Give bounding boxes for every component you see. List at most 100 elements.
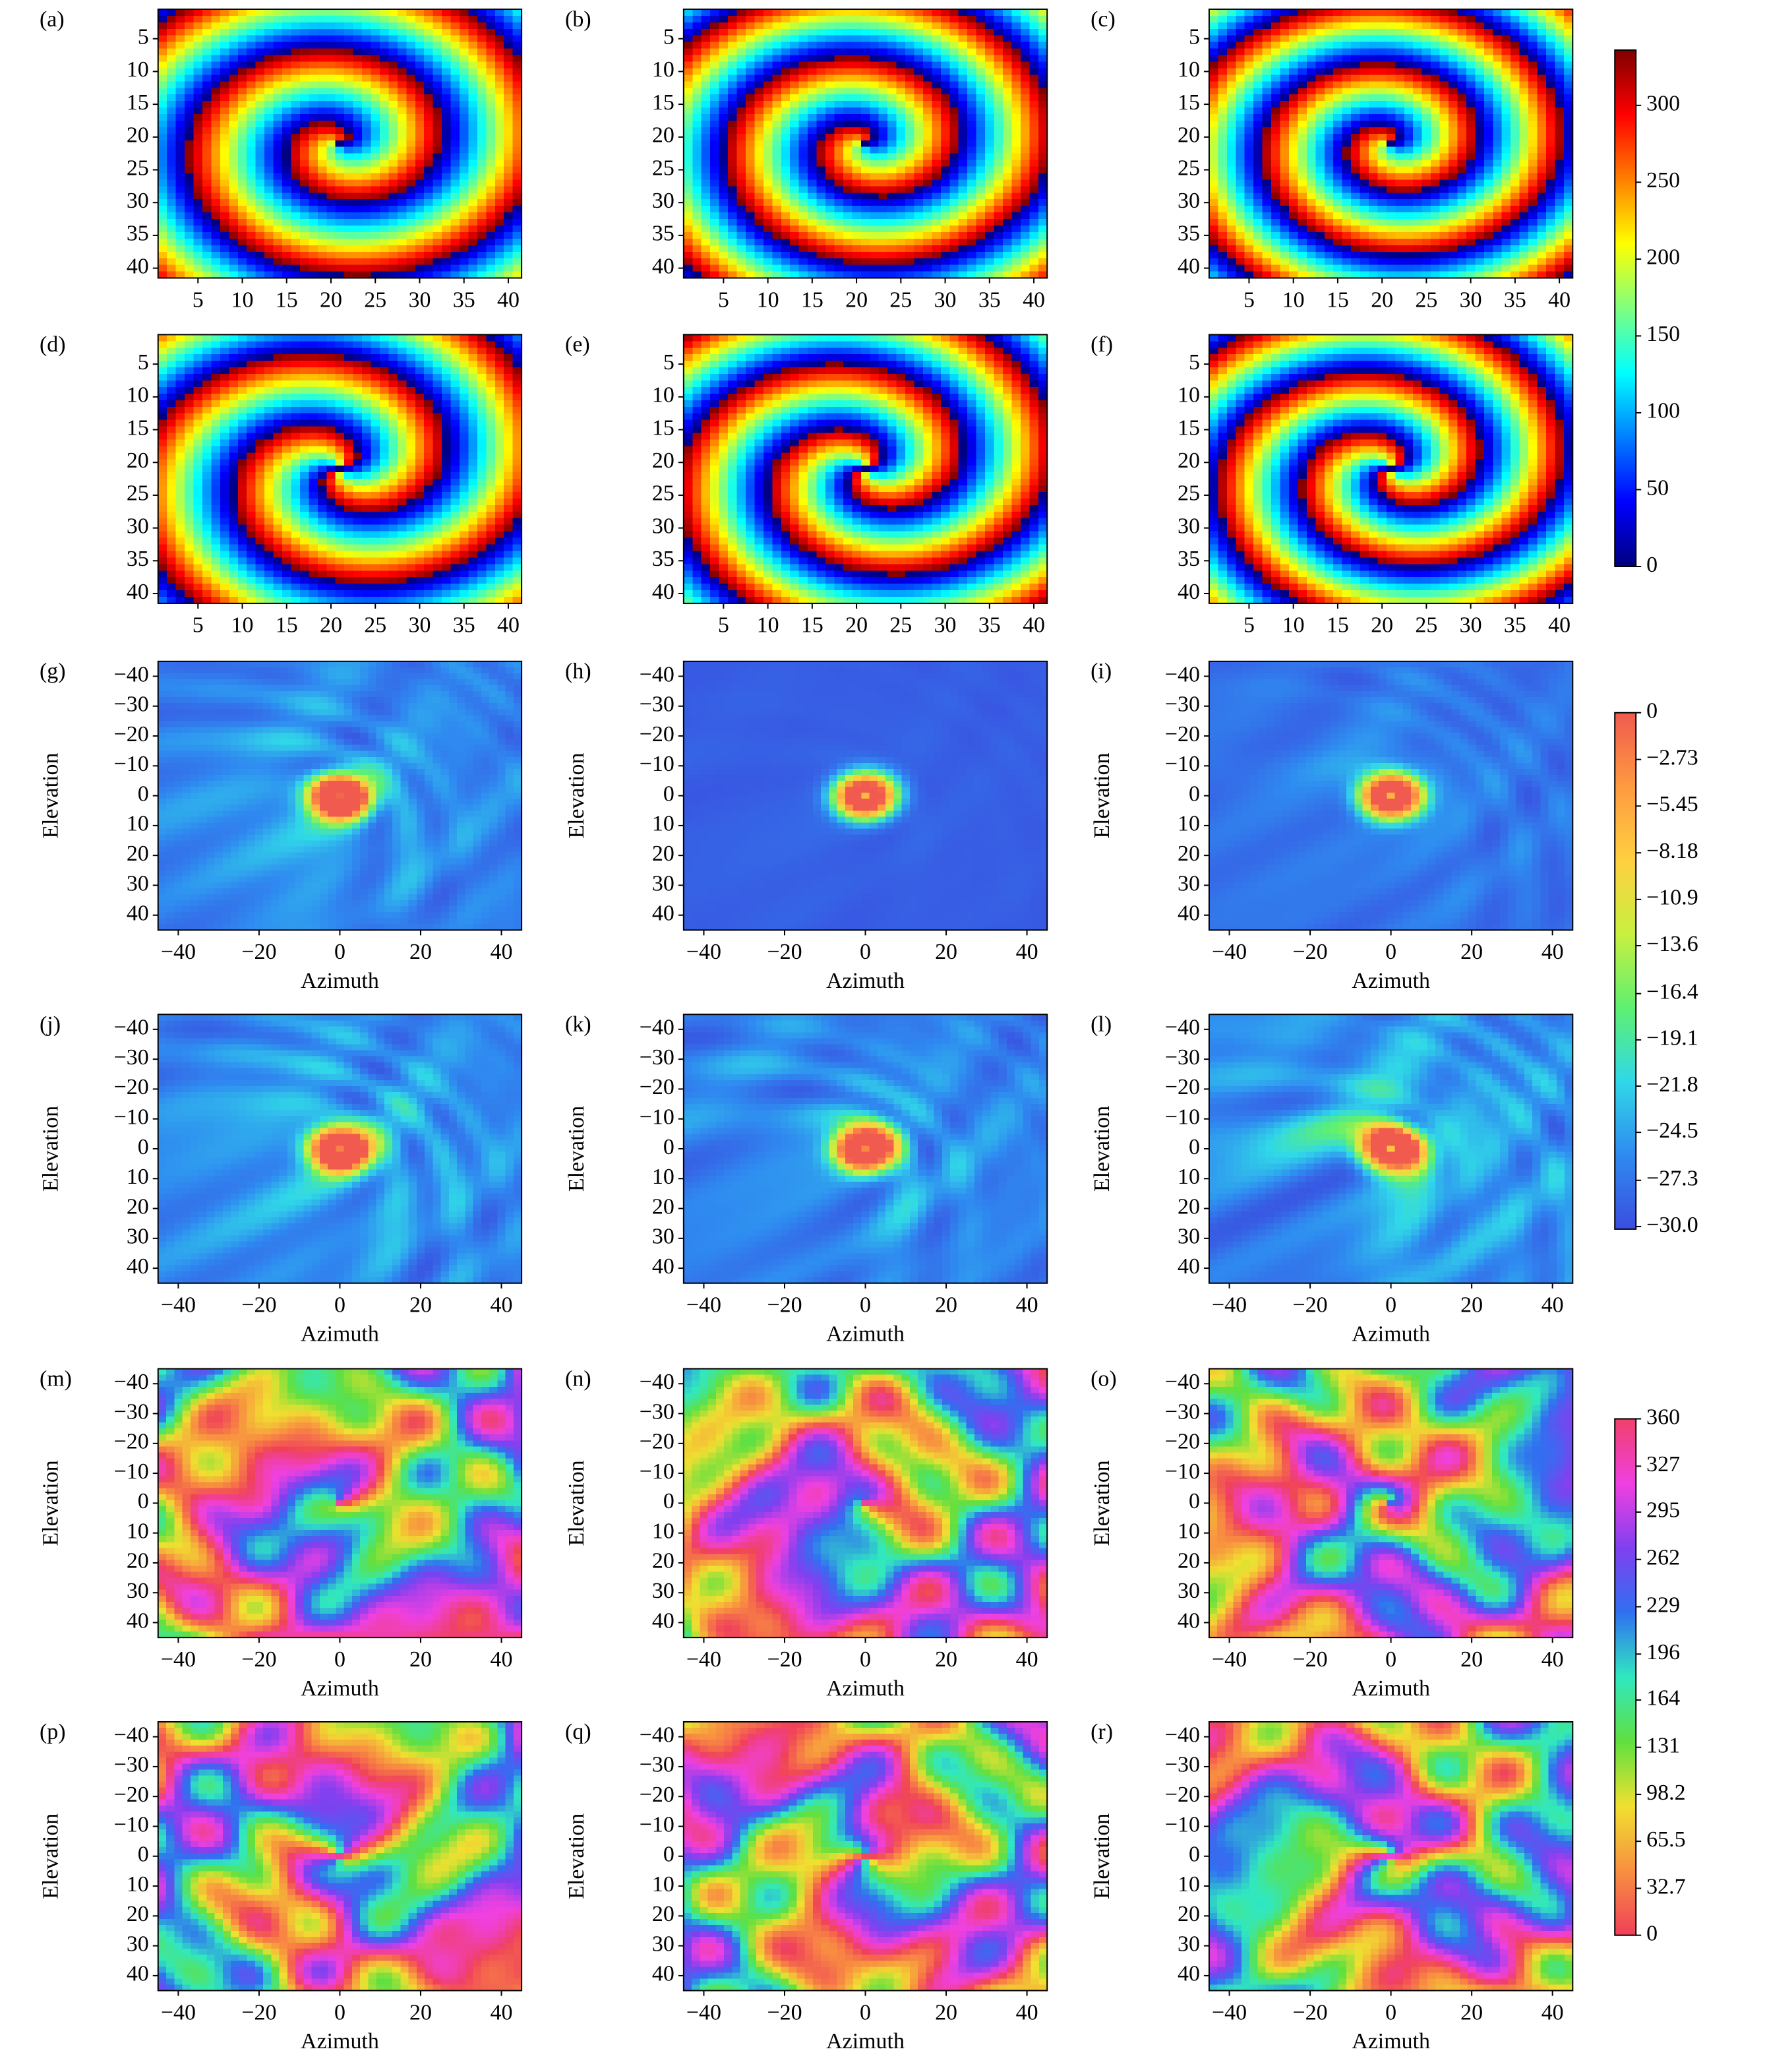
x-tick-label: 20 bbox=[1460, 1293, 1483, 1318]
y-tick-label: −30 bbox=[114, 692, 149, 717]
x-axis-label: Azimuth bbox=[1352, 969, 1430, 993]
x-tick-label: 40 bbox=[1023, 613, 1045, 638]
y-tick-label: −40 bbox=[640, 1370, 674, 1394]
x-tick-label: −20 bbox=[767, 940, 802, 964]
y-tick-label: 0 bbox=[663, 1489, 674, 1513]
x-tick-label: −40 bbox=[686, 1647, 721, 1672]
y-tick-label: 15 bbox=[652, 90, 674, 115]
y-tick-label: 35 bbox=[652, 222, 674, 246]
y-tick-label: 0 bbox=[663, 1135, 674, 1159]
x-tick-label: 0 bbox=[334, 940, 345, 964]
x-tick-label: 0 bbox=[334, 1293, 345, 1318]
y-tick-label: 20 bbox=[652, 841, 674, 866]
x-tick-label: 30 bbox=[408, 288, 431, 312]
x-tick-label: 35 bbox=[1504, 613, 1526, 638]
y-tick-label: 10 bbox=[1178, 1519, 1200, 1543]
y-tick-label: 40 bbox=[1178, 1962, 1200, 1986]
colorbar-tick-label: 100 bbox=[1646, 399, 1680, 423]
x-axis-label: Azimuth bbox=[301, 2029, 379, 2054]
y-tick-label: −10 bbox=[1165, 752, 1200, 776]
panel-label: (p) bbox=[40, 1720, 66, 1744]
y-tick-label: 25 bbox=[127, 481, 149, 506]
heatmap bbox=[1209, 1014, 1573, 1283]
y-tick-label: 0 bbox=[1189, 1135, 1200, 1159]
y-tick-label: 20 bbox=[1178, 1549, 1200, 1573]
y-tick-label: 25 bbox=[1178, 481, 1200, 506]
y-tick-label: 10 bbox=[127, 57, 149, 82]
y-tick-label: 40 bbox=[652, 580, 674, 604]
y-tick-label: 10 bbox=[127, 1519, 149, 1543]
x-axis-label: Azimuth bbox=[1352, 1676, 1430, 1701]
x-tick-label: 0 bbox=[860, 1293, 871, 1318]
colorbar-tick-label: −5.45 bbox=[1646, 792, 1698, 816]
y-tick-label: −20 bbox=[1165, 1075, 1200, 1099]
x-tick-label: 10 bbox=[1282, 613, 1305, 638]
x-tick-label: 15 bbox=[276, 613, 298, 638]
y-axis-label: Elevation bbox=[564, 753, 589, 839]
x-tick-label: 40 bbox=[1016, 940, 1038, 964]
x-tick-label: 25 bbox=[364, 613, 386, 638]
y-tick-label: 30 bbox=[1178, 1932, 1200, 1956]
x-tick-label: 40 bbox=[491, 1293, 513, 1318]
x-tick-label: 20 bbox=[320, 613, 342, 638]
x-tick-label: 15 bbox=[1327, 613, 1349, 638]
y-tick-label: 40 bbox=[652, 1608, 674, 1633]
y-tick-label: 40 bbox=[127, 254, 149, 278]
x-axis-label: Azimuth bbox=[826, 1322, 905, 1346]
panel-label: (e) bbox=[565, 332, 590, 357]
heatmap bbox=[158, 334, 522, 603]
x-tick-label: −20 bbox=[241, 1647, 276, 1672]
y-tick-label: 30 bbox=[127, 514, 149, 538]
x-tick-label: 10 bbox=[1282, 288, 1305, 312]
y-tick-label: −40 bbox=[114, 1370, 149, 1394]
x-tick-label: 20 bbox=[1460, 940, 1483, 964]
panel-label: (m) bbox=[40, 1366, 72, 1391]
y-tick-label: −10 bbox=[1165, 1105, 1200, 1130]
x-tick-label: 20 bbox=[1460, 1647, 1483, 1672]
y-tick-label: 40 bbox=[652, 1254, 674, 1279]
colorbar-tick-label: −10.9 bbox=[1646, 886, 1698, 910]
y-tick-label: −30 bbox=[114, 1045, 149, 1070]
x-tick-label: 20 bbox=[320, 288, 342, 312]
colorbar-tick-label: −19.1 bbox=[1646, 1026, 1698, 1051]
y-tick-label: 20 bbox=[652, 1194, 674, 1219]
y-tick-label: 5 bbox=[663, 25, 674, 49]
y-axis-label: Elevation bbox=[39, 753, 63, 839]
y-tick-label: 10 bbox=[652, 812, 674, 836]
colorbar-tick-label: −27.3 bbox=[1646, 1167, 1698, 1191]
colorbar bbox=[1615, 1419, 1636, 1935]
x-tick-label: 40 bbox=[1548, 288, 1571, 312]
panel-label: (k) bbox=[565, 1012, 591, 1037]
y-tick-label: 40 bbox=[652, 901, 674, 926]
y-tick-label: 10 bbox=[127, 383, 149, 408]
y-tick-label: −30 bbox=[640, 1753, 674, 1777]
x-tick-label: −40 bbox=[1212, 1293, 1247, 1318]
x-tick-label: 20 bbox=[935, 1293, 957, 1318]
y-tick-label: 10 bbox=[652, 1872, 674, 1897]
y-axis-label: Elevation bbox=[564, 1813, 589, 1899]
x-tick-label: −40 bbox=[161, 1293, 196, 1318]
y-tick-label: −40 bbox=[640, 1722, 674, 1747]
x-tick-label: 0 bbox=[334, 1647, 345, 1672]
x-tick-label: 10 bbox=[231, 613, 254, 638]
y-tick-label: −30 bbox=[114, 1753, 149, 1777]
x-tick-label: 40 bbox=[497, 613, 520, 638]
y-tick-label: −20 bbox=[114, 1075, 149, 1099]
panel-label: (g) bbox=[40, 659, 66, 684]
y-tick-label: 20 bbox=[127, 841, 149, 866]
panel-label: (b) bbox=[565, 7, 591, 32]
panel-label: (j) bbox=[40, 1012, 61, 1037]
x-tick-label: 20 bbox=[409, 1647, 432, 1672]
y-axis-label: Elevation bbox=[39, 1460, 63, 1546]
y-tick-label: 40 bbox=[127, 1962, 149, 1986]
y-tick-label: −40 bbox=[114, 662, 149, 686]
y-axis-label: Elevation bbox=[564, 1106, 589, 1192]
x-tick-label: 25 bbox=[889, 613, 912, 638]
y-tick-label: 40 bbox=[652, 1962, 674, 1986]
x-tick-label: 35 bbox=[453, 613, 475, 638]
x-axis-label: Azimuth bbox=[826, 969, 905, 993]
x-tick-label: 20 bbox=[1460, 2000, 1483, 2025]
x-tick-label: −40 bbox=[686, 2000, 721, 2025]
x-tick-label: 20 bbox=[935, 1647, 957, 1672]
x-tick-label: 5 bbox=[718, 288, 729, 312]
